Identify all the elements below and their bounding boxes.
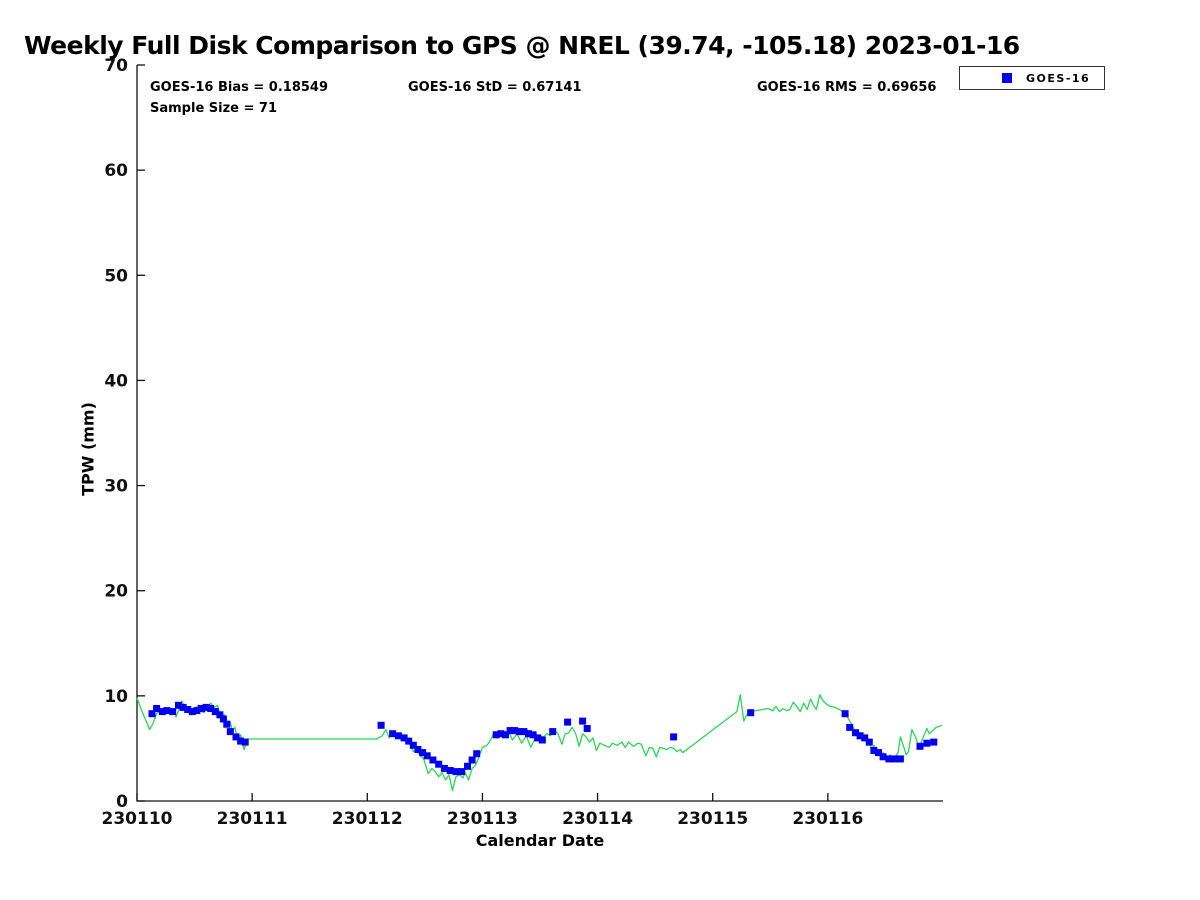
goes16-marker (930, 738, 938, 746)
goes16-marker (237, 737, 245, 745)
goes16-marker (885, 755, 893, 763)
goes16-marker (198, 705, 205, 712)
x-tick-label: 230113 (447, 809, 518, 829)
goes16-marker (452, 768, 460, 776)
goes16-marker (529, 731, 537, 739)
goes16-marker (875, 749, 882, 757)
goes16-marker (184, 706, 192, 713)
goes16-marker (188, 708, 196, 716)
goes16-marker (549, 728, 557, 736)
goes16-marker (841, 710, 849, 718)
x-tick-label: 230115 (677, 809, 748, 829)
y-tick-label: 60 (104, 161, 128, 181)
y-tick-label: 70 (104, 56, 128, 76)
goes16-marker (440, 764, 448, 772)
goes16-marker (520, 728, 528, 736)
goes16-marker (923, 739, 931, 747)
goes16-marker (468, 756, 476, 764)
goes16-marker (429, 756, 437, 764)
goes16-marker (179, 703, 187, 711)
axis-lines (136, 65, 943, 802)
goes16-marker (916, 742, 924, 750)
goes16-marker (419, 749, 427, 757)
legend-goes16-marker-icon (1002, 73, 1012, 83)
goes16-marker (511, 727, 519, 735)
goes16-marker (232, 733, 240, 741)
goes16-marker (856, 732, 864, 740)
goes16-marker (163, 707, 171, 715)
y-tick-label: 50 (104, 266, 128, 286)
gps-line (136, 694, 943, 792)
stat-sample-size: Sample Size = 71 (150, 101, 278, 116)
goes16-marker (846, 723, 854, 731)
goes16-marker (464, 762, 471, 770)
goes16-marker (564, 718, 572, 726)
goes16-marker (583, 725, 591, 732)
goes16-marker (538, 736, 546, 744)
goes16-marker (219, 715, 227, 723)
goes16-marker (458, 768, 466, 776)
goes16-marker (861, 734, 869, 742)
goes16-marker (202, 703, 210, 711)
plot-area: 0 10 20 30 40 50 60 70 230110 230111 230112 230113 2… (102, 56, 943, 829)
goes16-marker (377, 721, 385, 729)
goes16-marker (502, 731, 509, 739)
goes16-marker (879, 753, 887, 761)
x-axis-label: Calendar Date (475, 831, 605, 850)
goes16-marker (446, 767, 454, 774)
goes16-marker (158, 708, 166, 716)
y-tick-label: 20 (104, 582, 128, 602)
goes16-marker (852, 729, 859, 737)
goes16-marker (207, 705, 215, 712)
goes16-marker (747, 709, 755, 717)
goes16-marker (394, 732, 402, 740)
x-tick-label: 230116 (792, 809, 863, 829)
goes16-marker (148, 710, 156, 718)
goes16-marker (435, 760, 443, 768)
goes16-marker (896, 755, 904, 763)
y-tick-label: 0 (116, 792, 128, 812)
goes16-marker (492, 731, 500, 739)
goes16-marker (153, 705, 161, 712)
goes16-marker (193, 707, 201, 715)
goes16-marker (409, 741, 417, 749)
y-tick-label: 30 (104, 477, 128, 497)
goes16-marker (216, 711, 224, 719)
goes16-marker (414, 746, 422, 753)
chart-title: Weekly Full Disk Comparison to GPS @ NRE… (24, 31, 1020, 60)
goes16-marker (534, 734, 542, 742)
goes16-marker (211, 708, 219, 716)
goes16-marker (579, 717, 587, 725)
x-tick-label: 230114 (562, 809, 633, 829)
goes16-marker (175, 701, 182, 709)
y-tick-label: 40 (104, 371, 128, 391)
goes16-marker (389, 730, 397, 738)
goes16-marker (226, 728, 234, 736)
goes16-marker (423, 752, 431, 760)
legend-goes16-label: GOES-16 (1026, 71, 1091, 85)
stat-std: GOES-16 StD = 0.67141 (408, 80, 582, 95)
x-tick-label: 230112 (332, 809, 403, 829)
goes16-marker (891, 755, 899, 763)
goes16-marker (497, 730, 505, 738)
goes16-marker (405, 737, 413, 745)
goes16-marker (223, 720, 231, 728)
goes16-marker (515, 728, 523, 736)
goes16-marker (865, 738, 873, 746)
y-tick-label: 10 (104, 687, 128, 707)
goes16-marker (400, 734, 408, 742)
goes16-marker (169, 708, 177, 716)
stat-rms: GOES-16 RMS = 0.69656 (757, 80, 937, 95)
goes16-marker (870, 747, 878, 754)
x-tick-label: 230110 (102, 809, 173, 829)
goes16-marker (473, 750, 481, 758)
legend: GOES-16 (959, 66, 1105, 90)
goes16-marker (670, 733, 678, 741)
goes16-marker (506, 727, 514, 735)
goes16-marker (525, 730, 532, 738)
stat-bias: GOES-16 Bias = 0.18549 (150, 80, 329, 95)
x-tick-label: 230111 (217, 809, 288, 829)
goes16-marker (241, 738, 249, 746)
